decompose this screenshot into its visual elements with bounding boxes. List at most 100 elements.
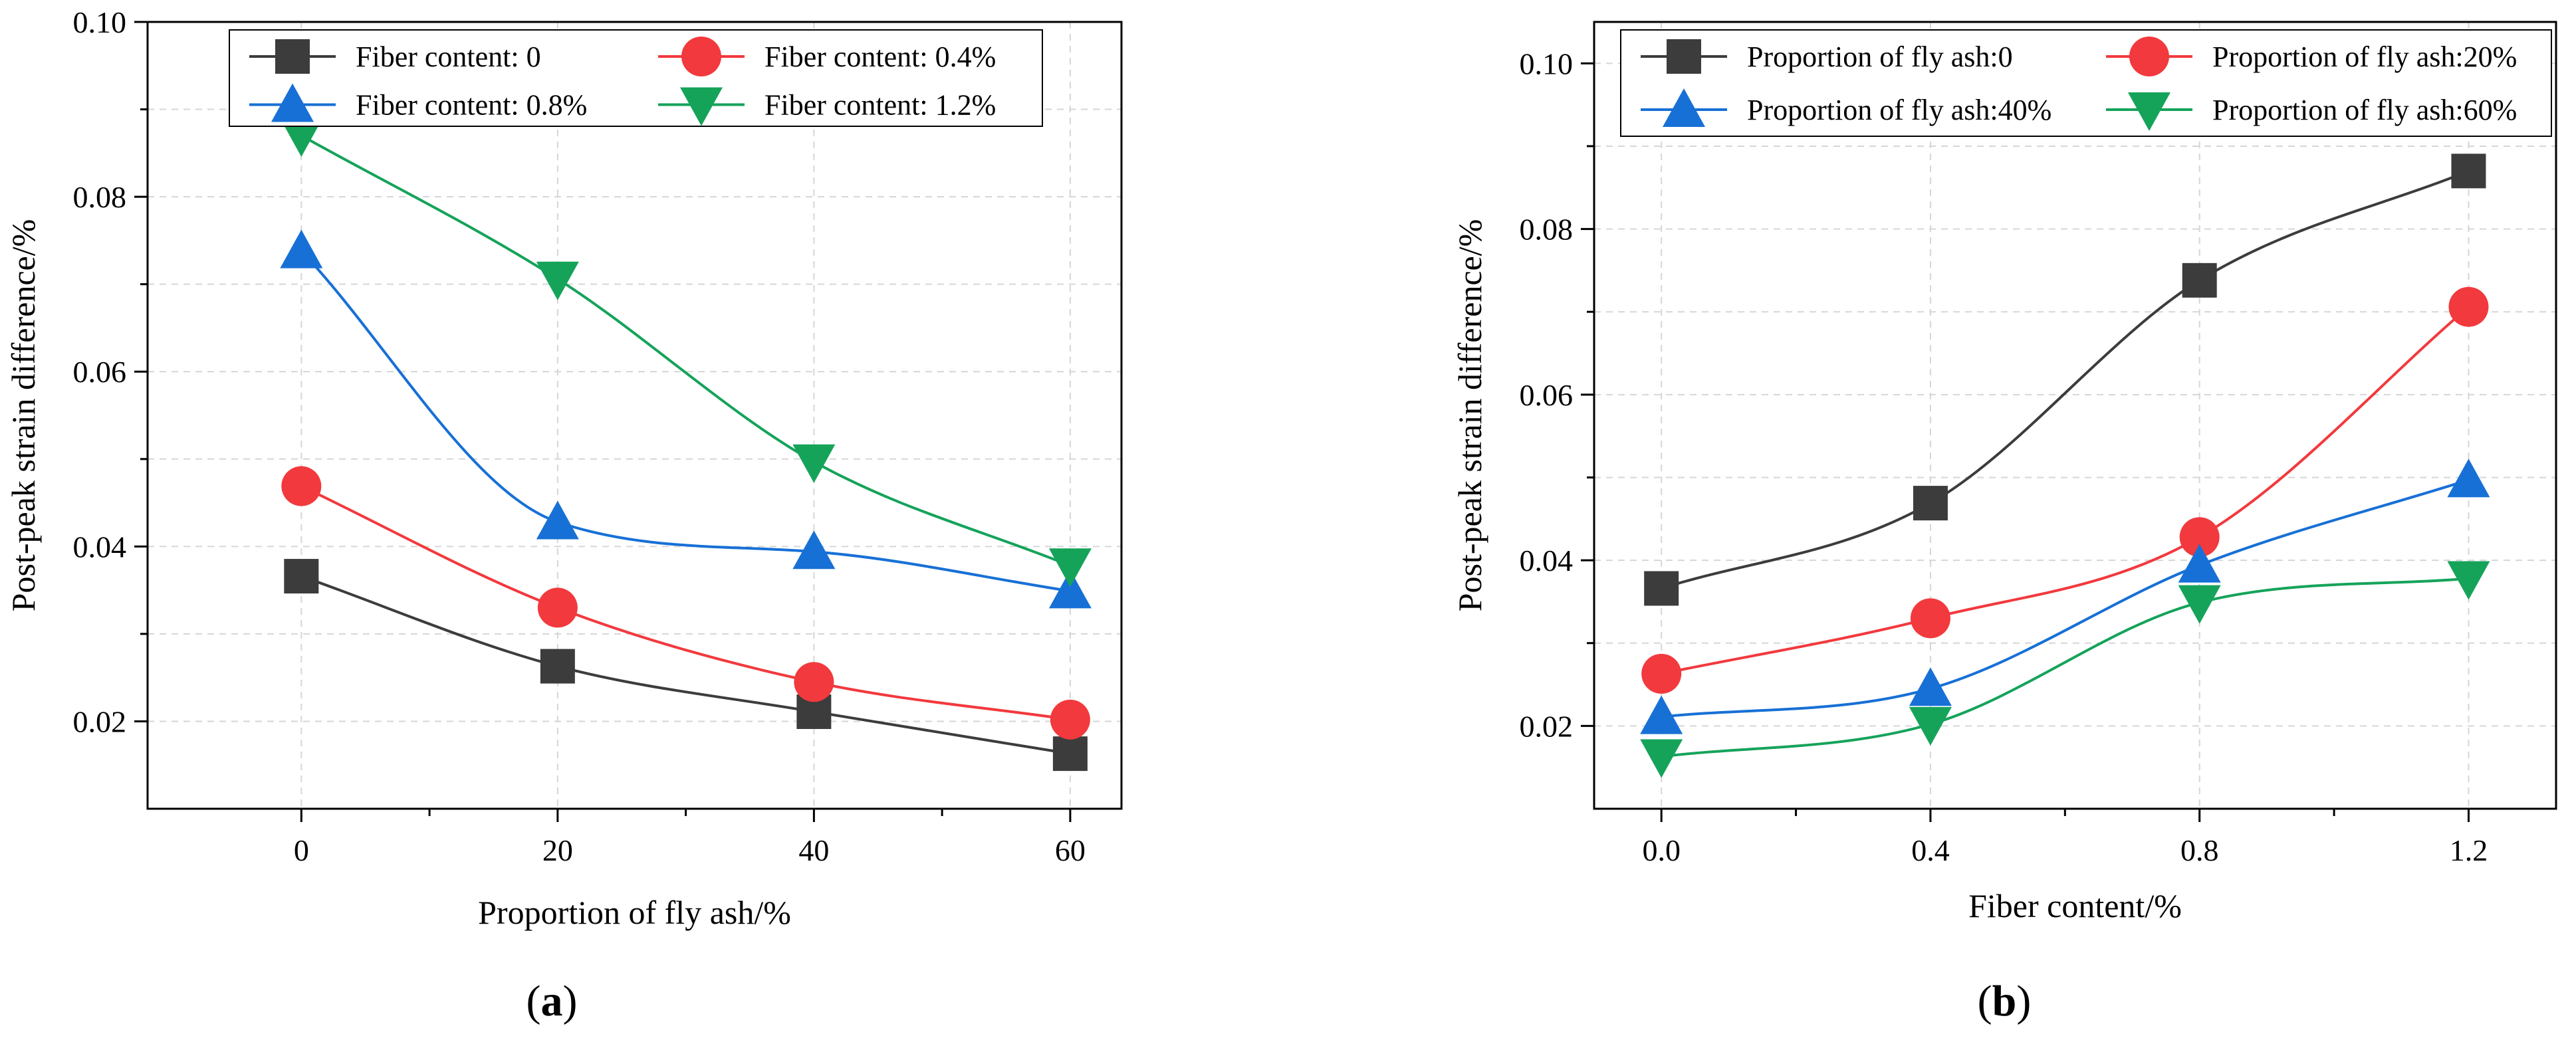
x-axis-label: Fiber content/% <box>1968 887 2182 924</box>
plot-frame <box>1593 21 2557 810</box>
legend-label: Proportion of fly ash:40% <box>1747 94 2051 126</box>
data-point <box>1052 736 1088 772</box>
legend-label: Fiber content: 0.8% <box>356 89 587 122</box>
data-point <box>1640 695 1683 734</box>
series-4 <box>280 118 1092 587</box>
chart-a: 0 20 40 60 0.02 0.04 0.06 0.08 0.10 Proportion of… <box>5 5 1123 931</box>
legend-entry: Fiber content: 0 <box>249 39 541 74</box>
data-point <box>1644 571 1679 606</box>
data-point <box>2447 561 2490 600</box>
legend: Fiber content: 0 Fiber content: 0.4% Fiber… <box>229 29 1043 127</box>
y-tick-label: 0.04 <box>1520 544 1574 577</box>
x-tick-label: 0 <box>294 833 309 867</box>
data-point <box>1910 598 1950 639</box>
x-tick-label: 1.2 <box>2450 833 2488 867</box>
legend-marker <box>275 39 310 74</box>
series-line <box>1661 169 2470 590</box>
data-point <box>1640 739 1683 778</box>
data-point <box>1641 653 1682 694</box>
series-line <box>300 575 1071 756</box>
y-tick-label: 0.02 <box>1520 709 1574 743</box>
series-1 <box>284 559 1088 772</box>
data-point <box>792 444 836 483</box>
legend-entry: Proportion of fly ash:20% <box>2106 37 2517 76</box>
legend-entry: Fiber content: 1.2% <box>658 87 996 126</box>
series-2 <box>281 466 1090 740</box>
legend-marker <box>1667 39 1701 74</box>
legend-box <box>229 29 1043 127</box>
y-tick-label: 0.10 <box>73 5 127 39</box>
data-point <box>1050 699 1090 740</box>
legend-label: Proportion of fly ash:20% <box>2212 41 2517 73</box>
data-point <box>537 587 578 628</box>
x-tick-label: 40 <box>798 833 829 867</box>
y-axis-label: Post-peak strain difference/% <box>1451 219 1488 612</box>
series-line <box>1661 306 2470 675</box>
data-point <box>1048 570 1092 609</box>
x-tick-label: 60 <box>1055 833 1086 867</box>
legend-marker <box>2128 92 2170 131</box>
data-point <box>536 500 579 540</box>
data-point <box>540 649 575 684</box>
data-point <box>792 530 836 570</box>
data-point <box>1048 548 1092 587</box>
legend: Proportion of fly ash:0 Proportion of fly… <box>1620 29 2552 137</box>
series-line <box>300 134 1071 568</box>
legend-marker <box>1663 88 1705 127</box>
x-axis-label: Proportion of fly ash/% <box>478 894 791 931</box>
y-tick-label: 0.10 <box>1520 47 1574 80</box>
data-point <box>2448 286 2489 327</box>
y-tick-label: 0.06 <box>1520 378 1574 412</box>
data-point <box>284 559 319 594</box>
y-tick-label: 0.06 <box>73 355 127 389</box>
grid <box>1594 22 2556 809</box>
panel-caption-b: (b) <box>1978 977 2032 1025</box>
data-point <box>280 229 323 268</box>
x-tick-label: 0.8 <box>2180 833 2219 867</box>
x-tick-label: 0.4 <box>1911 833 1950 867</box>
data-point <box>1913 486 1948 521</box>
legend-marker <box>271 83 314 122</box>
data-point <box>281 466 322 506</box>
series-line <box>300 250 1071 593</box>
series-line <box>1661 577 2469 758</box>
legend-label: Fiber content: 0 <box>356 41 541 73</box>
data-point <box>2179 517 2220 558</box>
y-tick-label: 0.04 <box>73 530 127 564</box>
legend-label: Fiber content: 0.4% <box>764 41 996 73</box>
data-point <box>2451 154 2486 189</box>
data-point <box>280 118 323 157</box>
chart-b: 0.0 0.4 0.8 1.2 0.02 0.04 0.06 0.08 0.10 Fiber co… <box>1451 21 2557 924</box>
x-tick-label: 20 <box>542 833 573 867</box>
series-4 <box>1640 561 2490 778</box>
series-1 <box>1644 154 2486 606</box>
legend-entry: Proportion of fly ash:0 <box>1641 39 2013 74</box>
series-2 <box>1641 286 2489 694</box>
legend-box <box>1620 29 2552 137</box>
legend-label: Proportion of fly ash:0 <box>1747 41 2013 73</box>
legend-label: Fiber content: 1.2% <box>764 89 996 122</box>
y-tick-label: 0.02 <box>73 704 127 738</box>
data-point <box>794 662 834 702</box>
legend-entry: Proportion of fly ash:40% <box>1641 88 2051 127</box>
data-point <box>2182 262 2217 298</box>
data-point <box>2447 459 2490 498</box>
legend-entry: Fiber content: 0.8% <box>249 83 587 122</box>
data-point <box>1909 706 1952 746</box>
panel-caption-a: (a) <box>527 977 578 1025</box>
data-point <box>2178 585 2221 624</box>
legend-entry: Fiber content: 0.4% <box>658 37 996 76</box>
data-point <box>536 261 579 300</box>
series-line <box>300 484 1071 721</box>
data-point <box>1909 667 1952 706</box>
x-tick-label: 0.0 <box>1642 833 1681 867</box>
y-tick-label: 0.08 <box>1520 213 1574 247</box>
y-tick-label: 0.08 <box>73 180 127 214</box>
data-point <box>2178 544 2221 583</box>
plot-frame <box>146 21 1123 810</box>
y-axis-label: Post-peak strain difference/% <box>5 219 42 612</box>
series-3 <box>280 229 1092 609</box>
legend-marker <box>681 37 721 76</box>
legend-marker <box>680 87 723 126</box>
